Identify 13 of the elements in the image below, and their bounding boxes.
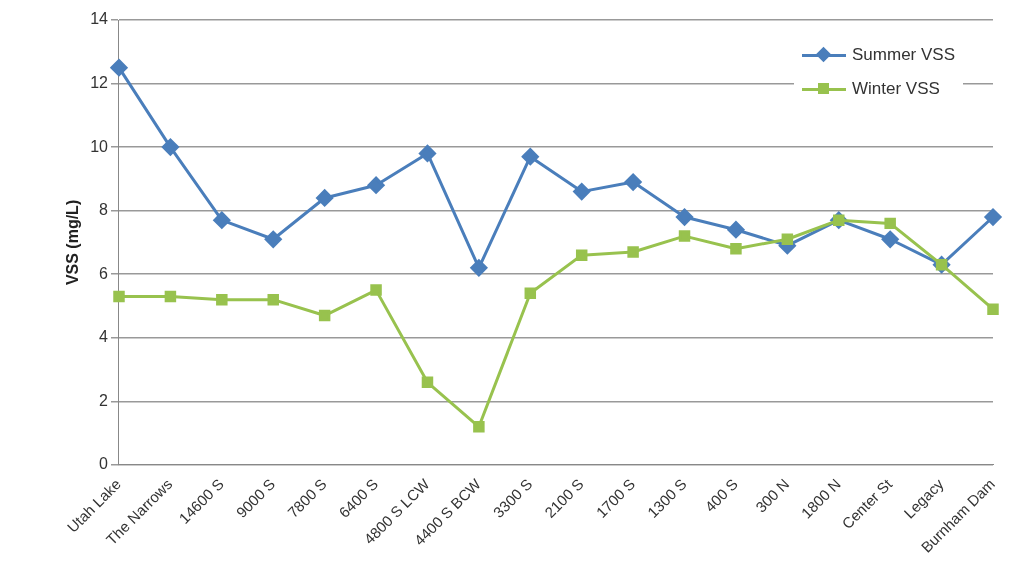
y-tick-label: 10 [90,137,109,155]
x-tick-label: 300 N [752,475,793,516]
y-axis-title: VSS (mg/L) [64,199,82,286]
y-tick-label: 4 [99,328,109,346]
y-tick-label: 14 [90,10,109,28]
y-tick-label: 12 [90,73,109,91]
y-tick-label: 2 [99,391,109,409]
y-tick-label: 8 [99,201,109,219]
y-tick-label: 6 [99,264,109,282]
x-tick-label: 400 S [701,475,741,516]
legend-label: Winter VSS [852,79,940,99]
y-tick-label: 0 [99,455,109,473]
legend-label: Summer VSS [852,45,955,65]
